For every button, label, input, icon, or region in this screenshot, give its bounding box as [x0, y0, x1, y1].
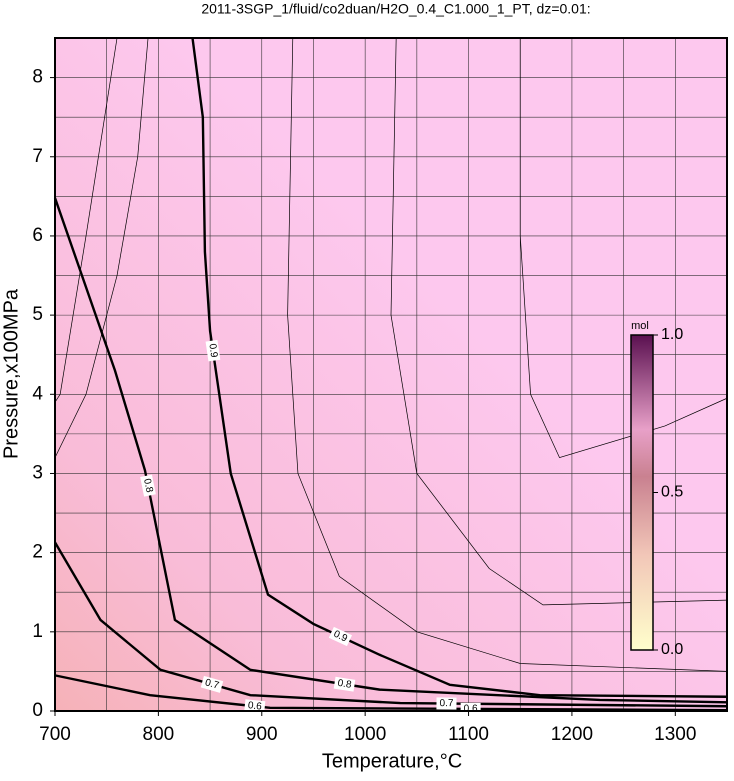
contour-label-box [205, 339, 221, 362]
colorbar-tick-label: 1.0 [661, 326, 683, 343]
contour-label-box [436, 697, 457, 710]
x-tick-label: 1000 [344, 724, 386, 745]
contour-label-box [140, 474, 156, 497]
colorbar-label: mol [631, 320, 649, 332]
contour-line [54, 674, 728, 712]
contour-label-group: 0.6 [244, 699, 266, 714]
contour-line [191, 37, 728, 698]
contour-line [519, 38, 728, 459]
contour-label: 0.6 [464, 703, 478, 714]
contour-label-group: 0.7 [436, 697, 457, 710]
contour-label-group: 0.8 [333, 676, 356, 692]
colorbar [630, 334, 654, 651]
y-axis-label: Pressure,x100MPa [0, 288, 22, 459]
contour-label: 0.8 [337, 678, 353, 691]
contour-label: 0.7 [204, 677, 221, 691]
contour-line [53, 197, 728, 704]
colorbar-tick-label: 0.0 [661, 641, 683, 658]
contour-line [287, 37, 728, 672]
chart-title: 2011-3SGP_1/fluid/co2duan/H2O_0.4_C1.000… [201, 1, 590, 17]
contour-label-group: 0.7 [200, 675, 224, 693]
contour-label: 0.6 [247, 700, 262, 712]
contour-label: 0.8 [141, 478, 155, 494]
x-tick-label: 700 [39, 724, 71, 745]
y-tick-label: 6 [32, 225, 43, 246]
y-tick-label: 0 [32, 700, 43, 721]
contour-label-group: 0.6 [460, 702, 481, 715]
contour-label: 0.9 [206, 343, 219, 359]
plot-frame [54, 37, 728, 712]
contour-label-group: 0.9 [205, 339, 221, 362]
y-tick-label: 2 [32, 542, 43, 563]
contour-line [390, 37, 728, 606]
contour-label: 0.7 [439, 698, 453, 709]
x-tick-label: 1200 [551, 724, 593, 745]
plot-background [55, 38, 727, 711]
y-tick-label: 7 [32, 146, 43, 167]
contour-label-box [244, 699, 266, 714]
contour-label-box [200, 675, 224, 693]
y-tick-label: 8 [32, 67, 43, 88]
contour-label: 0.9 [332, 629, 350, 645]
y-tick-label: 3 [32, 462, 43, 483]
contour-label-group: 0.9 [328, 626, 353, 647]
x-tick-label: 1100 [448, 724, 489, 745]
colorbar-tick-label: 0.5 [661, 484, 683, 501]
contour-label-group: 0.8 [140, 474, 156, 497]
x-tick-label: 1300 [654, 724, 696, 745]
contour-line [54, 37, 118, 403]
x-tick-label: 800 [143, 724, 175, 745]
x-tick-label: 900 [246, 724, 278, 745]
contour-line [54, 37, 149, 458]
y-tick-label: 1 [32, 621, 43, 642]
contour-label-box [333, 676, 356, 692]
contour-label-box [328, 626, 353, 647]
y-tick-label: 4 [32, 383, 43, 404]
x-axis-label: Temperature,°C [322, 750, 462, 772]
y-tick-label: 5 [32, 304, 43, 325]
